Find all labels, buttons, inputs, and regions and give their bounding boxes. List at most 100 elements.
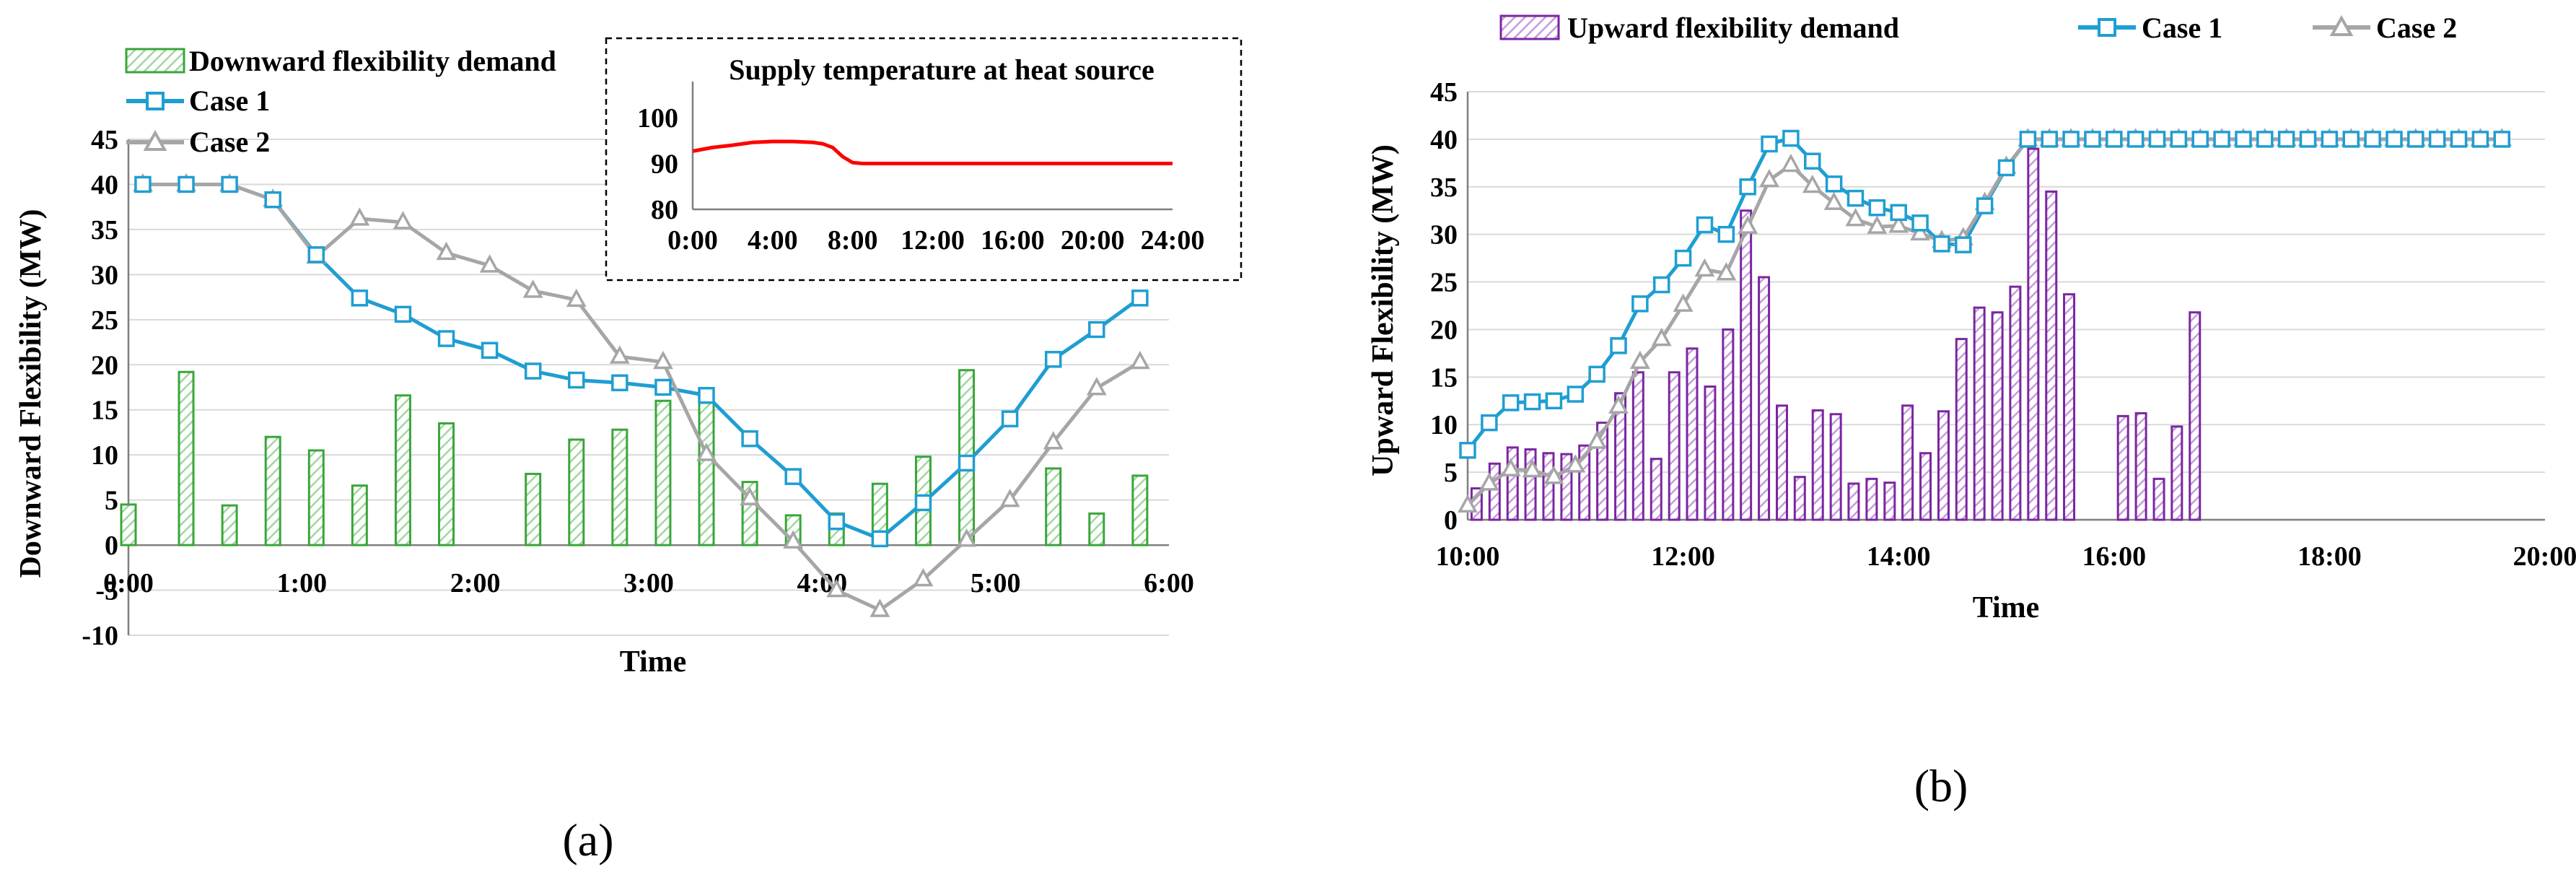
point-case2 — [1716, 262, 1737, 281]
point-case1 — [871, 530, 889, 548]
point-case1 — [1976, 197, 1994, 214]
point-case1 — [1890, 204, 1907, 222]
x-axis-title-a: Time — [620, 645, 687, 679]
bar — [1650, 458, 1662, 521]
point-case1 — [828, 513, 846, 531]
bar — [1937, 410, 1950, 521]
point-case2 — [913, 567, 934, 587]
point-case1 — [1674, 249, 1692, 267]
point-case1 — [2471, 131, 2489, 148]
bar — [1686, 347, 1699, 521]
point-case2 — [479, 254, 500, 273]
x-tick-label: 14:00 — [1867, 541, 1931, 572]
point-case1 — [1131, 289, 1149, 307]
y-tick-label: 20 — [1430, 315, 1458, 345]
bar — [2152, 477, 2165, 521]
legend-label-downward-demand: Downward flexibility demand — [189, 45, 556, 77]
point-case1 — [2428, 131, 2446, 148]
point-case1 — [524, 362, 542, 380]
bar — [1088, 512, 1105, 546]
bar — [1578, 444, 1591, 521]
point-case1 — [1631, 295, 1649, 313]
x-axis-title-b: Time — [1973, 591, 2040, 624]
y-tick-label: -10 — [82, 621, 118, 651]
point-case2 — [1738, 215, 1758, 234]
point-case1 — [1088, 321, 1105, 339]
inset-x-tick-label: 16:00 — [981, 225, 1045, 256]
point-case1 — [1825, 175, 1843, 193]
point-case2 — [652, 350, 673, 370]
point-case1 — [1588, 365, 1605, 383]
point-case2 — [1629, 350, 1650, 369]
grid-a — [127, 139, 1169, 636]
y-tick-label: 10 — [1430, 410, 1458, 440]
bar — [178, 370, 195, 546]
point-case2 — [1867, 215, 1888, 234]
y-tick-label: 30 — [91, 260, 118, 290]
bar — [394, 394, 411, 546]
point-case2 — [1522, 458, 1543, 478]
x-ticks-a: 0:00 1:00 2:00 3:00 4:00 5:00 6:00 — [103, 568, 1194, 598]
y-tick-label: 25 — [1430, 268, 1458, 298]
bar — [307, 449, 325, 546]
x-ticks-b: 10:00 12:00 14:00 16:00 18:00 20:00 — [1436, 541, 2576, 572]
bar — [221, 504, 238, 546]
y-axis-title-b: Upward Flexibility (MW) — [1367, 144, 1400, 476]
inset-x-tick-label: 8:00 — [828, 225, 878, 256]
point-case2 — [1673, 293, 1694, 312]
y-tick-label: 40 — [91, 170, 118, 200]
point-case1 — [784, 468, 802, 485]
bar — [2170, 425, 2183, 521]
point-case2 — [522, 279, 543, 298]
inset-x-tick-label: 20:00 — [1061, 225, 1125, 256]
point-case2 — [956, 528, 977, 547]
point-case1 — [1696, 216, 1714, 234]
point-case1 — [698, 386, 715, 404]
bar — [1560, 453, 1573, 521]
bar — [1793, 476, 1806, 521]
x-tick-label: 20:00 — [2513, 541, 2576, 572]
x-tick-label: 10:00 — [1436, 541, 1500, 572]
y-tick-label: 30 — [1430, 220, 1458, 251]
point-case1 — [2041, 131, 2058, 148]
point-case1 — [221, 175, 238, 193]
point-case1 — [1652, 276, 1670, 294]
bar — [1488, 462, 1501, 521]
point-case1 — [1459, 442, 1476, 459]
legend-label-case2-b: Case 2 — [2376, 12, 2457, 44]
bar — [1668, 371, 1681, 521]
point-case2 — [1694, 258, 1715, 277]
point-case1 — [1911, 214, 1929, 232]
y-axis-title-a: Downward Flexibility (MW) — [14, 209, 48, 578]
point-case1 — [2084, 131, 2101, 148]
panel-label-b: (b) — [1914, 760, 1968, 811]
y-tick-label: 5 — [1444, 458, 1458, 488]
point-case1 — [914, 494, 932, 512]
point-case1 — [1739, 178, 1756, 196]
bar — [1883, 482, 1896, 521]
point-case1 — [2062, 131, 2080, 148]
bar — [1973, 306, 1986, 521]
point-case2 — [1587, 430, 1608, 449]
bar — [2189, 311, 2202, 521]
point-case2 — [999, 489, 1020, 507]
point-case1 — [2126, 131, 2145, 148]
point-case2 — [783, 530, 804, 549]
y-tick-label: 20 — [91, 350, 118, 380]
bar — [525, 472, 542, 546]
point-case1 — [2493, 131, 2511, 148]
point-case1 — [2321, 131, 2339, 148]
bar — [611, 428, 628, 546]
point-case2 — [566, 288, 587, 308]
point-case1 — [568, 371, 585, 389]
point-case1 — [2450, 131, 2468, 148]
point-case2 — [1565, 454, 1586, 473]
bar — [1758, 276, 1771, 521]
point-case1 — [481, 341, 499, 360]
point-case1 — [2170, 131, 2188, 148]
point-case1 — [1997, 159, 2015, 177]
bar — [1631, 371, 1644, 521]
x-tick-label: 1:00 — [277, 568, 328, 598]
point-case1 — [2148, 131, 2166, 148]
